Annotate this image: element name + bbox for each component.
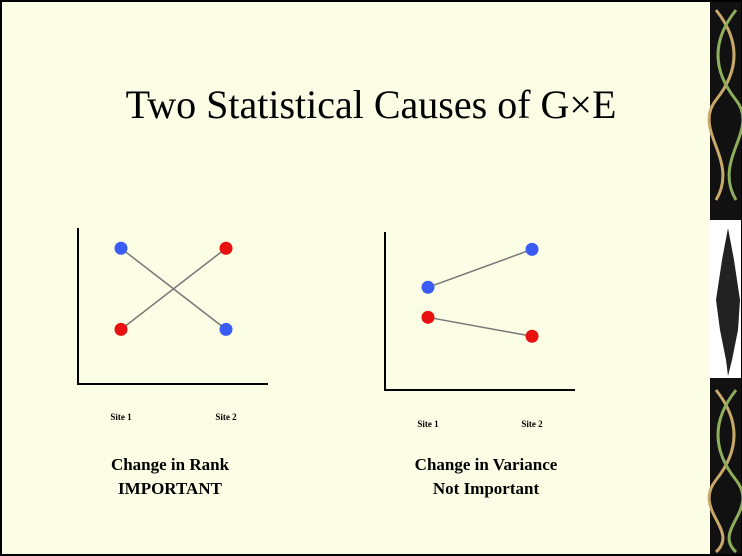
caption: Change in Variance <box>415 455 558 474</box>
x-tick-label: Site 2 <box>215 412 237 422</box>
x-tick-label: Site 1 <box>110 412 132 422</box>
x-tick-label: Site 2 <box>521 419 543 429</box>
data-point <box>115 323 128 336</box>
slide-title: Two Statistical Causes of G×E <box>126 82 617 127</box>
data-point <box>115 242 128 255</box>
data-point <box>220 323 233 336</box>
data-point <box>526 243 539 256</box>
data-point <box>220 242 233 255</box>
data-point <box>526 330 539 343</box>
x-tick-label: Site 1 <box>417 419 439 429</box>
slide: Two Statistical Causes of G×E Site 1 Site… <box>0 0 742 556</box>
caption: Not Important <box>433 479 540 498</box>
caption: IMPORTANT <box>118 479 223 498</box>
data-point <box>422 311 435 324</box>
caption: Change in Rank <box>111 455 230 474</box>
dna-strip <box>709 2 742 554</box>
data-point <box>422 281 435 294</box>
